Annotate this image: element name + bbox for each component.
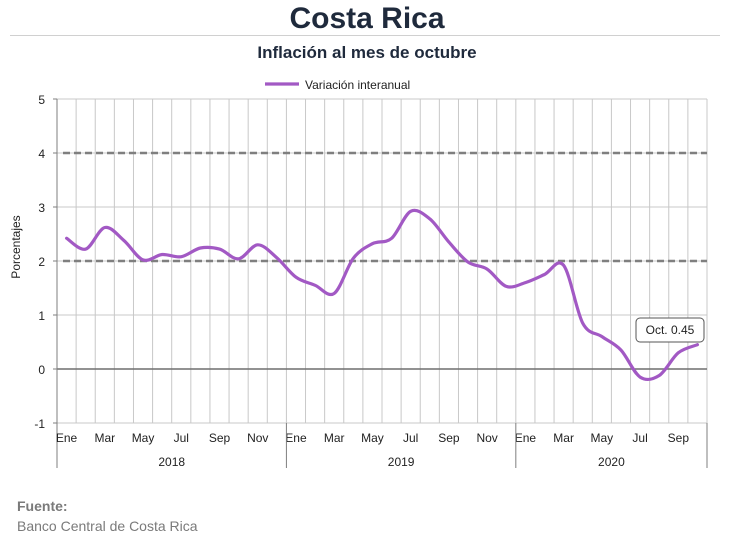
x-tick-label: Jul (403, 431, 418, 445)
x-year-label: 2018 (158, 455, 185, 469)
y-tick-label: 2 (38, 255, 45, 269)
x-tick-label: Mar (324, 431, 345, 445)
chart-subtitle: Inflación al mes de octubre (257, 43, 477, 62)
source-text: Banco Central de Costa Rica (17, 518, 198, 534)
chart-title: Costa Rica (289, 2, 445, 35)
x-tick-label: Nov (476, 431, 497, 445)
x-tick-label: Mar (94, 431, 115, 445)
y-tick-label: 5 (38, 93, 45, 107)
x-tick-label: May (361, 431, 384, 445)
y-tick-label: 0 (38, 363, 45, 377)
x-tick-label: Ene (56, 431, 78, 445)
x-tick-label: Ene (285, 431, 307, 445)
annotation-label: Oct. 0.45 (646, 323, 695, 337)
x-tick-label: Sep (668, 431, 690, 445)
x-tick-label: Sep (438, 431, 460, 445)
x-tick-label: Jul (174, 431, 189, 445)
source-label: Fuente: (17, 498, 68, 514)
series-line (65, 208, 699, 382)
x-tick-label: Nov (247, 431, 268, 445)
x-year-label: 2020 (598, 455, 625, 469)
y-tick-label: 1 (38, 309, 45, 323)
annotation-box (635, 317, 705, 343)
x-year-label: 2019 (388, 455, 415, 469)
x-tick-label: Mar (553, 431, 574, 445)
x-tick-label: May (132, 431, 155, 445)
x-tick-label: Sep (209, 431, 231, 445)
legend-label: Variación interanual (305, 78, 410, 92)
line-chart: -1 0 1 2 3 4 5 Porcentajes Ene Mar May Jul Sep Nov 201… (9, 78, 708, 469)
y-tick-label: -1 (34, 417, 45, 431)
x-tick-label: May (591, 431, 614, 445)
x-tick-label: Ene (515, 431, 537, 445)
y-tick-label: 3 (38, 201, 45, 215)
y-tick-label: 4 (38, 147, 45, 161)
x-tick-label: Jul (632, 431, 647, 445)
title-divider (10, 35, 720, 36)
y-axis-label: Porcentajes (9, 215, 23, 278)
